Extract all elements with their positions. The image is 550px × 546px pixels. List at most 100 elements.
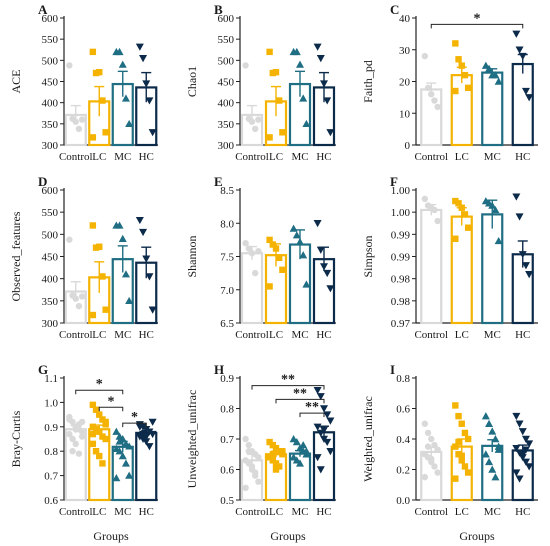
y-tick-label: 550: [42, 207, 59, 219]
data-point: [66, 236, 73, 243]
data-point: [72, 295, 79, 302]
y-tick-label: 600: [218, 13, 235, 25]
data-point: [89, 48, 97, 56]
data-point: [481, 450, 490, 458]
x-axis-label: Groups: [270, 529, 306, 543]
data-point: [461, 71, 469, 79]
data-point: [266, 48, 273, 56]
bar: [240, 252, 264, 325]
data-point: [464, 435, 472, 443]
data-point: [115, 47, 124, 56]
panel-letter: E: [214, 174, 223, 189]
panel-letter: D: [38, 174, 47, 189]
data-point: [148, 129, 157, 137]
data-point: [276, 254, 283, 262]
data-point: [431, 97, 438, 104]
panel-e: E 6.5 7.0 7.5 8.0 8.5 Shannon Control LC MC HC: [185, 174, 336, 341]
panel-c: C 0 10 20 30 40 Faith_pd Control LC MC HC *: [361, 2, 538, 163]
x-tick-label: Control: [414, 506, 448, 518]
data-point: [96, 452, 103, 460]
data-point: [78, 293, 86, 300]
data-point: [431, 441, 438, 449]
data-point: [491, 435, 500, 443]
data-point: [89, 401, 97, 409]
data-point: [118, 60, 127, 68]
y-axis-label: Unweighted_unifrac: [185, 390, 199, 489]
panel-letter: F: [390, 174, 398, 189]
x-tick-label: Control: [59, 506, 93, 518]
y-tick-label: 0.99: [391, 229, 411, 241]
y-tick-label: 350: [42, 119, 59, 131]
data-point: [279, 266, 286, 273]
data-point: [78, 433, 86, 440]
data-point: [96, 428, 103, 435]
y-tick-label: 0.97: [391, 318, 411, 330]
x-tick-label: MC: [114, 506, 131, 518]
significance-label: *: [131, 410, 138, 425]
data-point: [313, 423, 322, 431]
y-tick-label: 0.9: [220, 373, 234, 385]
data-point: [455, 438, 462, 446]
data-point: [452, 40, 459, 47]
y-tick-label: 0.7: [220, 434, 234, 446]
x-axis-label: Groups: [93, 529, 129, 543]
data-point: [494, 236, 503, 245]
y-tick-label: 0.4: [396, 434, 410, 446]
data-point: [323, 438, 332, 447]
data-point: [313, 220, 322, 228]
data-point: [296, 459, 304, 467]
data-point: [461, 463, 469, 470]
data-point: [255, 454, 262, 461]
data-point: [99, 460, 106, 467]
x-tick-label: LC: [92, 151, 106, 163]
data-point: [323, 411, 332, 419]
data-point: [302, 280, 311, 288]
y-tick-label: 8.5: [220, 185, 234, 197]
x-tick-label: HC: [316, 329, 331, 341]
data-point: [135, 423, 144, 431]
significance-bracket: [299, 412, 325, 418]
data-point: [421, 420, 429, 427]
data-point: [272, 68, 280, 76]
y-tick-label: 0.8: [220, 404, 234, 416]
y-tick-label: 350: [42, 296, 59, 308]
x-tick-label: Control: [59, 329, 93, 341]
y-tick-label: 0.8: [396, 373, 410, 385]
data-point: [491, 205, 500, 214]
data-point: [458, 204, 465, 211]
data-point: [521, 458, 530, 466]
data-point: [118, 234, 127, 242]
data-point: [269, 241, 276, 248]
y-tick-label: 8.0: [220, 218, 234, 230]
y-tick-label: 500: [42, 55, 59, 67]
data-point: [89, 440, 97, 448]
y-tick-label: 7.0: [220, 285, 234, 297]
data-point: [121, 94, 130, 102]
data-point: [145, 443, 154, 451]
data-point: [320, 80, 328, 88]
x-tick-label: Control: [235, 151, 269, 163]
data-point: [266, 454, 273, 461]
data-point: [326, 129, 335, 137]
y-tick-label: 550: [42, 34, 59, 46]
significance-bracket: [75, 389, 124, 395]
data-point: [434, 217, 441, 225]
data-point: [313, 387, 322, 395]
data-point: [521, 262, 530, 270]
data-point: [248, 249, 256, 257]
data-point: [299, 441, 308, 449]
panel-letter: B: [214, 2, 223, 17]
data-point: [242, 62, 249, 69]
y-tick-label: 0.6: [44, 495, 58, 507]
y-tick-label: 450: [42, 252, 59, 264]
y-tick-label: 600: [42, 185, 59, 197]
x-tick-label: Control: [414, 151, 448, 163]
x-tick-label: MC: [484, 151, 501, 163]
data-point: [112, 427, 121, 435]
data-point: [428, 435, 435, 443]
x-axis-label: Groups: [459, 529, 495, 543]
data-point: [424, 443, 432, 450]
data-point: [66, 430, 73, 438]
data-point: [326, 448, 335, 456]
y-tick-label: 0.7: [44, 471, 58, 483]
